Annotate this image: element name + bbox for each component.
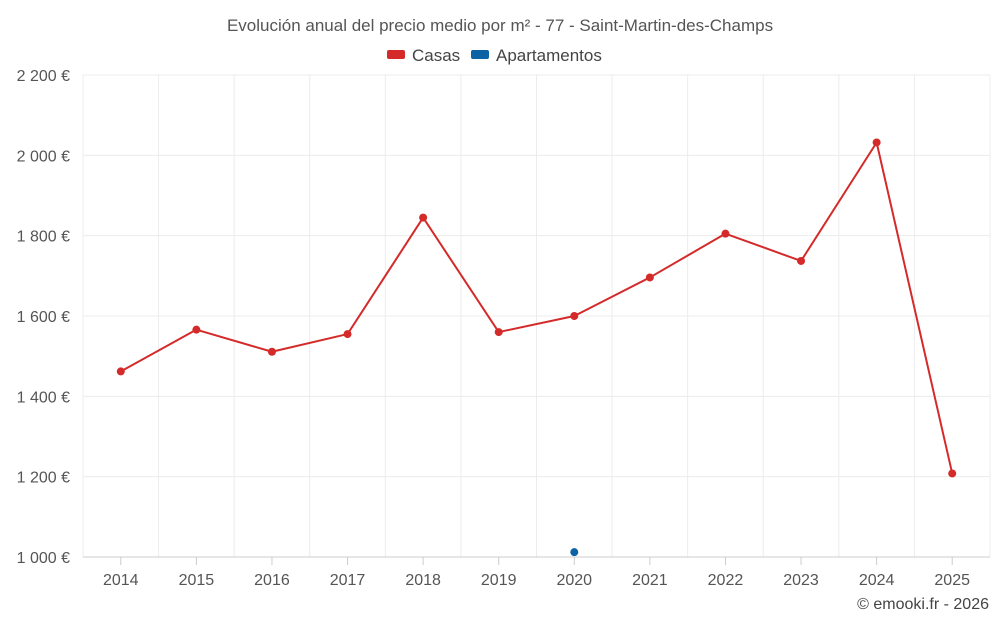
data-point-casas[interactable] xyxy=(419,213,428,222)
data-point-casas[interactable] xyxy=(267,347,276,356)
data-point-casas[interactable] xyxy=(343,330,352,339)
y-tick-label: 2 200 € xyxy=(17,68,70,85)
legend-swatch-apartamentos[interactable] xyxy=(471,50,489,59)
x-axis: 2014 2015 2016 2017 2018 2019 2020 2021 2022 2023… xyxy=(83,556,990,589)
data-point-casas[interactable] xyxy=(494,328,503,337)
x-tick-label: 2018 xyxy=(405,572,441,589)
credit: © emooki.fr - 2026 xyxy=(857,596,989,613)
x-tick-label: 2019 xyxy=(481,572,517,589)
data-point-casas[interactable] xyxy=(192,325,201,334)
series xyxy=(116,138,957,557)
data-point-casas[interactable] xyxy=(721,229,730,238)
y-axis: 1 000 € 1 200 € 1 400 € 1 600 € 1 800 € 2 000… xyxy=(17,68,70,567)
data-point-casas[interactable] xyxy=(116,367,125,376)
data-point-casas[interactable] xyxy=(872,138,881,147)
data-point-casas[interactable] xyxy=(570,312,579,320)
x-tick-label: 2022 xyxy=(708,572,744,589)
data-point-apartamentos[interactable] xyxy=(570,548,579,557)
legend-label-casas[interactable]: Casas xyxy=(412,46,460,65)
y-tick-label: 1 200 € xyxy=(17,470,70,487)
x-tick-label: 2017 xyxy=(330,572,366,589)
series-line-casas xyxy=(120,141,954,474)
legend-swatch-casas[interactable] xyxy=(387,50,405,59)
data-point-casas[interactable] xyxy=(645,273,654,282)
legend[interactable]: Casas Apartamentos xyxy=(387,46,602,65)
data-point-casas[interactable] xyxy=(797,256,806,265)
y-tick-label: 1 000 € xyxy=(17,550,70,567)
x-tick-label: 2015 xyxy=(179,572,215,589)
x-tick-label: 2023 xyxy=(783,572,819,589)
x-tick-label: 2025 xyxy=(934,572,970,589)
x-tick-label: 2021 xyxy=(632,572,668,589)
data-point-casas[interactable] xyxy=(948,469,957,478)
x-tick-label: 2016 xyxy=(254,572,290,589)
grid xyxy=(82,74,991,558)
y-tick-label: 1 600 € xyxy=(17,309,70,326)
legend-label-apartamentos[interactable]: Apartamentos xyxy=(496,46,602,65)
y-tick-label: 1 400 € xyxy=(17,389,70,406)
y-tick-label: 2 000 € xyxy=(17,148,70,165)
chart-title: Evolución anual del precio medio por m² … xyxy=(227,16,773,35)
x-tick-label: 2024 xyxy=(859,572,895,589)
y-tick-label: 1 800 € xyxy=(17,229,70,246)
x-tick-label: 2014 xyxy=(103,572,139,589)
x-tick-label: 2020 xyxy=(556,572,592,589)
